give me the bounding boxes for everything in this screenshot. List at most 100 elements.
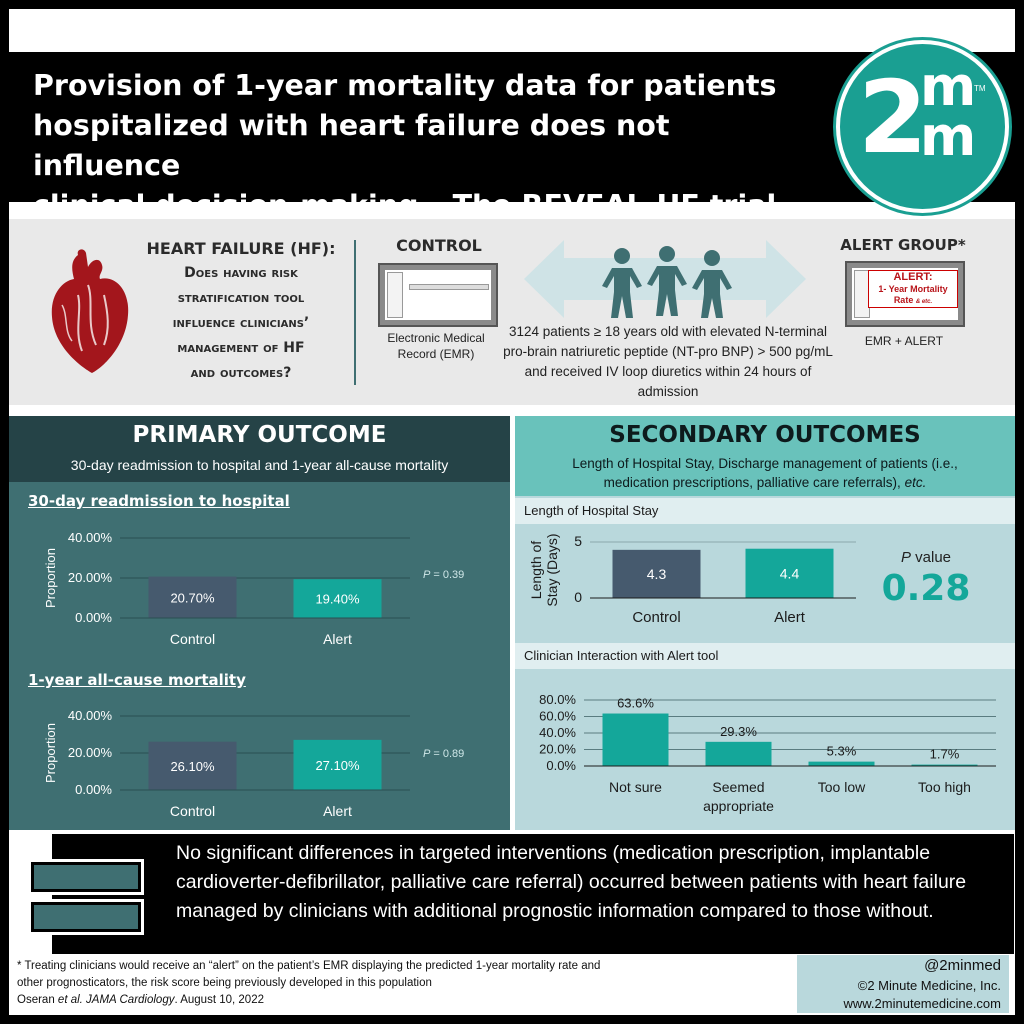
logo-m-bottom: m xyxy=(920,105,977,168)
brand-info: ©2 Minute Medicine, Inc. www.2minutemedi… xyxy=(797,977,1001,1013)
secondary-outcomes-title: SECONDARY OUTCOMES xyxy=(609,422,921,448)
y-tick-label: 80.0% xyxy=(539,692,576,707)
title-line: Provision of 1-year mortality data for p… xyxy=(33,69,777,102)
data-label: 5.3% xyxy=(827,744,857,759)
interaction-band: Clinician Interaction with Alert tool xyxy=(515,643,1015,669)
logo-digit: 2 xyxy=(858,59,928,176)
p-value-text: = 0.89 xyxy=(433,748,465,760)
citation-authors: Oseran xyxy=(17,994,55,1006)
y-tick-label: 40.00% xyxy=(68,530,113,545)
mortality-p-value: P = 0.89 xyxy=(423,748,464,760)
category-label: Alert xyxy=(774,609,806,626)
mortality-bar-chart: 0.00% 20.00% 40.00% Proportion 26.10% Control… xyxy=(43,708,410,819)
primary-outcome-title: PRIMARY OUTCOME xyxy=(132,422,387,448)
primary-outcome-subtitle: 30-day readmission to hospital and 1-yea… xyxy=(70,457,449,473)
p-letter: P xyxy=(423,748,431,760)
citation-date: . August 10, 2022 xyxy=(174,994,264,1006)
footnote-line: other prognosticators, the risk score be… xyxy=(17,977,432,989)
category-label: Seemed xyxy=(712,779,764,795)
heart-icon xyxy=(51,249,129,373)
data-label: 26.10% xyxy=(170,759,215,774)
citation-journal: et al. JAMA Cardiology xyxy=(57,994,175,1006)
data-label: 19.40% xyxy=(315,592,360,607)
patients-icon xyxy=(602,246,732,318)
p-letter: P xyxy=(423,569,431,581)
y-tick-label: 0.00% xyxy=(75,782,112,797)
mortality-chart-heading: 1-year all-cause mortality xyxy=(28,671,246,689)
hf-question-line: stratification tool xyxy=(177,290,305,306)
y-tick-label: 0.0% xyxy=(546,758,576,773)
data-label: 4.4 xyxy=(780,565,800,581)
alert-popup-line: 1- Year Mortality xyxy=(878,284,948,294)
p-letter: P xyxy=(900,549,911,566)
conclusion-bar-icon xyxy=(28,859,144,895)
data-label: 27.10% xyxy=(315,758,360,773)
hf-question: HEART FAILURE (HF): Does having risk str… xyxy=(143,236,339,386)
alert-group-label: ALERT GROUP* xyxy=(840,236,966,254)
control-caption-line: Record (EMR) xyxy=(397,347,475,361)
control-caption: Electronic Medical Record (EMR) xyxy=(376,330,496,362)
conclusion-box xyxy=(52,834,1014,954)
interaction-band-label: Clinician Interaction with Alert tool xyxy=(524,648,719,663)
logo-m-top: m xyxy=(920,55,977,118)
y-tick-label: 20.00% xyxy=(68,570,113,585)
readmission-p-value: P = 0.39 xyxy=(423,569,464,581)
y-axis-label: Proportion xyxy=(43,723,58,783)
bar xyxy=(293,579,382,618)
conclusion-bar-icon xyxy=(28,899,144,935)
category-label: Control xyxy=(632,609,680,626)
category-label: Control xyxy=(170,803,215,819)
primary-outcome-panel xyxy=(9,416,510,830)
category-label: Too low xyxy=(818,779,866,795)
y-axis-label: Proportion xyxy=(43,548,58,608)
readmission-chart-heading: 30-day readmission to hospital xyxy=(28,492,290,510)
bar xyxy=(745,548,834,598)
hf-question-title: HEART FAILURE (HF): xyxy=(146,239,336,258)
y-tick-label: 5 xyxy=(574,533,582,549)
footnote-line: * Treating clinicians would receive an “… xyxy=(17,960,601,972)
hf-question-line: influence clinicians’ xyxy=(172,315,310,331)
logo-trademark: TM xyxy=(974,84,986,93)
subtitle-line: Length of Hospital Stay, Discharge manag… xyxy=(572,456,958,471)
conclusion-text: No significant differences in targeted i… xyxy=(176,842,967,922)
emr-screen-icon xyxy=(378,263,498,327)
y-tick-label: 60.0% xyxy=(539,709,576,724)
los-bar-chart: 0 5 Length ofStay (Days) 4.3 Control 4.4 Alert xyxy=(528,533,856,626)
emr-alert-screen-icon: ALERT: 1- Year Mortality Rate & etc. xyxy=(845,261,965,327)
y-tick-label: 0 xyxy=(574,589,582,605)
brand-box xyxy=(797,955,1009,1013)
data-label: 4.3 xyxy=(647,566,667,582)
footnote: * Treating clinicians would receive an “… xyxy=(17,958,787,1009)
category-label: Too high xyxy=(918,779,971,795)
y-axis-label-line: Stay (Days) xyxy=(544,533,560,606)
y-tick-label: 20.00% xyxy=(68,745,113,760)
hf-question-line: management of HF xyxy=(177,340,305,356)
category-label: Control xyxy=(170,631,215,647)
secondary-outcomes-header xyxy=(515,416,1015,496)
data-label: 1.7% xyxy=(930,747,960,762)
copyright: ©2 Minute Medicine, Inc. xyxy=(857,978,1001,993)
bar xyxy=(293,739,382,790)
alert-caption: EMR + ALERT xyxy=(864,334,944,348)
y-axis-label-line: Length of xyxy=(528,541,544,599)
bar xyxy=(808,761,875,766)
data-label: 29.3% xyxy=(720,724,757,739)
alert-popup-title: ALERT: xyxy=(893,271,933,283)
website: www.2minutemedicine.com xyxy=(843,996,1001,1011)
category-label: appropriate xyxy=(703,798,774,814)
y-tick-label: 20.0% xyxy=(539,742,576,757)
los-p-value: 0.28 xyxy=(881,568,971,609)
alert-popup-etc: & etc. xyxy=(915,299,933,305)
bar xyxy=(148,576,237,618)
alert-popup: ALERT: 1- Year Mortality Rate & etc. xyxy=(868,270,958,308)
y-tick-label: 40.00% xyxy=(68,708,113,723)
divider xyxy=(354,240,356,385)
y-tick-label: 0.00% xyxy=(75,610,112,625)
alert-popup-rate: Rate xyxy=(893,295,914,305)
p-value-text: = 0.39 xyxy=(433,569,465,581)
bar xyxy=(612,549,701,598)
bar xyxy=(148,741,237,790)
page-title: Provision of 1-year mortality data for p… xyxy=(33,66,813,226)
data-label: 20.70% xyxy=(170,590,215,605)
title-line: clinical decision-making – The REVEAL-HF… xyxy=(33,189,777,222)
